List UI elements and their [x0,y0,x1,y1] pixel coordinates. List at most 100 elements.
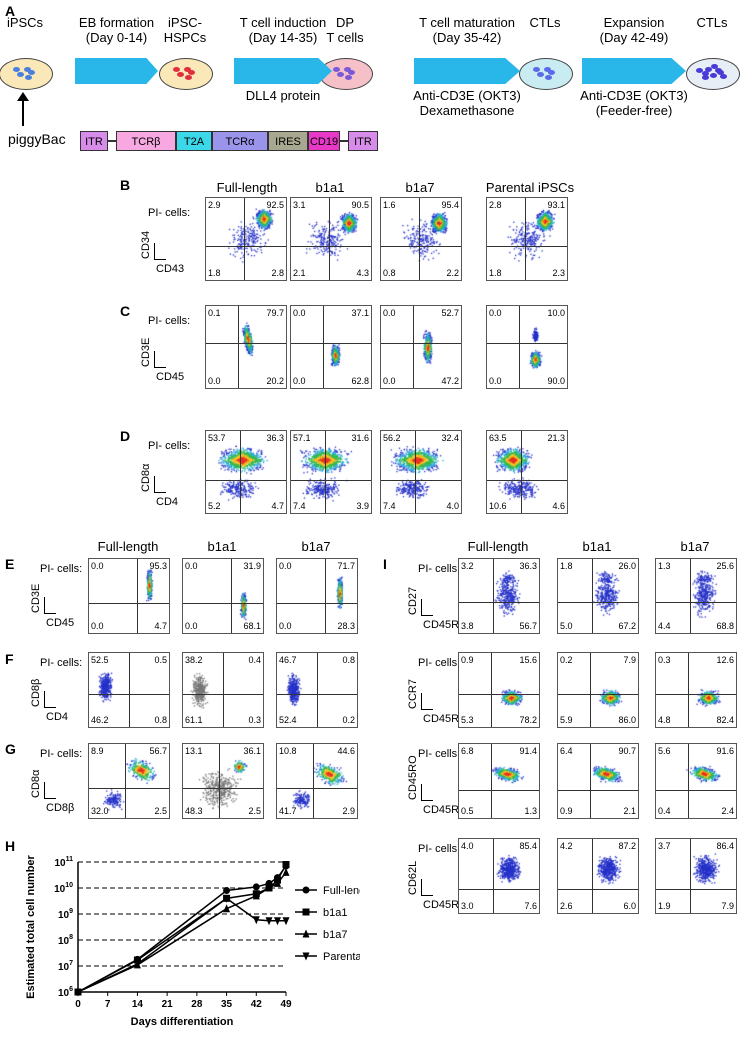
column-header: b1a1 [582,539,612,554]
gate-line-vertical [239,431,241,513]
axis-arrow-icon [154,367,166,368]
density-dots [459,559,539,633]
density-dots [291,306,371,388]
y-tick-label: 107 [58,960,73,973]
axis-arrow-icon [44,613,56,614]
stage-label-line1: DP [335,15,355,30]
quadrant-ur: 95.4 [441,200,459,210]
cell-dot [25,74,33,80]
quadrant-ul: 0.0 [383,308,396,318]
quadrant-ul: 0.2 [560,655,573,665]
gate-line-vertical [313,744,314,818]
column-header: b1a1 [315,180,345,195]
culture-dish-icon [686,58,740,90]
gate-line-vertical [325,559,326,633]
row-label: PI- cells: [418,843,461,855]
cell-dot [188,70,196,75]
cell-dot [183,67,191,73]
quadrant-ul: 46.7 [279,655,297,665]
axis-arrow-icon [154,259,166,260]
stage-label: CTLs [672,15,740,30]
quadrant-ll: 7.4 [293,501,306,511]
data-point [223,887,231,895]
column-header: b1a7 [680,539,710,554]
quadrant-ul: 8.9 [91,746,104,756]
data-point [274,878,282,887]
quadrant-ll: 0.0 [91,621,104,631]
cell-dot [714,67,722,73]
gate-line-vertical [491,744,492,818]
step-arrow-icon [582,58,686,84]
axis-arrow-icon [154,492,166,493]
x-tick-label: 28 [191,999,203,1010]
quadrant-ul: 0.0 [91,561,104,571]
quadrant-ul: 52.5 [91,655,109,665]
quadrant-ur: 0.4 [248,655,261,665]
flow-plot: 2.9 92.5 1.8 2.8 [205,197,287,281]
quadrant-ul: 63.5 [489,433,507,443]
gate-line-horizontal [381,342,461,344]
quadrant-ul: 2.8 [489,200,502,210]
gate-line-vertical [137,559,138,633]
flow-plot: 4.0 85.4 3.0 7.6 [458,838,540,914]
arrow-step-title: Expansion [603,15,665,30]
flow-plot: 0.0 37.1 0.0 62.8 [290,305,372,389]
quadrant-lr: 0.2 [342,715,355,725]
data-point [74,988,82,997]
gate-line-horizontal [487,342,567,344]
quadrant-lr: 20.2 [266,376,284,386]
data-point [133,956,141,964]
density-dots [206,431,286,513]
gate-line-horizontal [183,693,263,695]
arrow-step-title: T cell maturation [419,15,515,30]
density-dots [183,559,263,633]
quadrant-lr: 4.6 [552,501,565,511]
y-axis-marker: CD8α [30,769,42,798]
quadrant-lr: 6.0 [623,901,636,911]
stage-label-line2: HSPCs [163,30,207,45]
cell-dot [695,67,703,73]
cell-dot [173,67,181,73]
data-point [265,917,273,926]
quadrant-ul: 13.1 [185,746,203,756]
quadrant-ur: 90.5 [351,200,369,210]
axis-arrow-icon [421,599,422,615]
legend-label: Full-length [323,885,360,897]
flow-plot: 3.7 86.4 1.9 7.9 [655,838,737,914]
axis-arrow-icon [44,691,45,707]
stage-label: iPSC- HSPCs [145,15,225,45]
quadrant-ul: 6.4 [560,746,573,756]
cell-dot [28,70,36,75]
quadrant-lr: 4.7 [271,501,284,511]
quadrant-ur: 0.8 [342,655,355,665]
culture-dish-icon [0,58,53,90]
data-point [223,894,231,903]
axis-arrow-icon [421,800,433,801]
tcr-construct: ITR TCRβ T2A TCRα IRES CD19 ITR [80,131,378,151]
flow-plot: 1.6 95.4 0.8 2.2 [380,197,462,281]
cell-dot [545,74,553,80]
panel-label-h: H [5,838,16,854]
stage-label-line1: iPSCs [6,15,44,30]
quadrant-ur: 31.9 [243,561,261,571]
quadrant-ll: 10.6 [489,501,507,511]
data-point [274,917,282,926]
quadrant-ll: 32.0 [91,806,109,816]
quadrant-ll: 5.9 [560,715,573,725]
quadrant-ul: 0.0 [293,308,306,318]
gate-line-vertical [689,839,691,913]
density-dots [656,744,736,818]
quadrant-ll: 2.1 [293,268,306,278]
row-label: PI- cells: [418,657,461,669]
quadrant-ul: 1.8 [560,561,573,571]
quadrant-lr: 7.9 [721,901,734,911]
density-dots [459,653,539,727]
data-point [252,883,260,891]
quadrant-ll: 48.3 [185,806,203,816]
cell-dot [337,71,345,77]
quadrant-ul: 0.0 [185,561,198,571]
quadrant-ur: 36.3 [266,433,284,443]
flow-plot: 8.9 56.7 32.0 2.5 [88,743,170,819]
column-header: b1a7 [301,539,331,554]
quadrant-lr: 2.3 [552,268,565,278]
